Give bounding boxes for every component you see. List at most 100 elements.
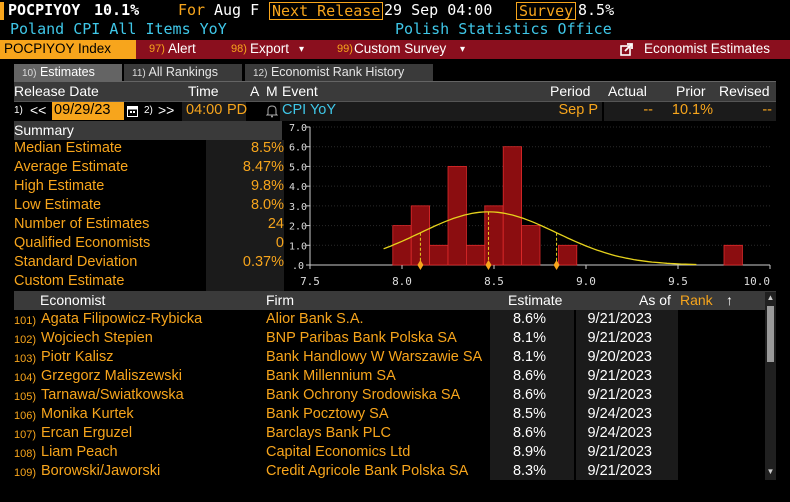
- economist-table-header: Economist Firm Estimate As of Rank ↑: [14, 291, 776, 310]
- col-event: Event: [282, 83, 318, 99]
- tab-underline: [14, 81, 776, 82]
- summary-value: 0: [275, 235, 284, 251]
- tab-estimates[interactable]: 10) Estimates: [14, 64, 122, 81]
- table-row[interactable]: 103) Piotr Kalisz Bank Handlowy W Warszawi…: [0, 349, 764, 368]
- col-economist[interactable]: Economist: [40, 292, 106, 308]
- col-as-of[interactable]: As of: [639, 292, 671, 308]
- economist-name: Agata Filipowicz-Rybicka: [41, 311, 203, 327]
- scroll-down-icon[interactable]: ▼: [766, 467, 775, 476]
- row-index: 106): [14, 410, 37, 422]
- table-row[interactable]: 108) Liam Peach Capital Economics Ltd 8.9% 9…: [0, 444, 764, 463]
- as-of-date: 9/21/2023: [587, 330, 652, 346]
- x-tick-label: 10.0: [744, 275, 771, 288]
- economist-estimates-button[interactable]: Economist Estimates: [612, 40, 790, 59]
- table-row[interactable]: 107) Ercan Erguzel Barclays Bank PLC 8.6% 9/…: [0, 425, 764, 444]
- row-index: 109): [14, 467, 37, 479]
- economist-name: Liam Peach: [41, 444, 118, 460]
- y-tick-label: .0: [292, 261, 304, 272]
- histogram-bar: [447, 166, 467, 266]
- table-row[interactable]: 104) Grzegorz Maliszewski Bank Millennium …: [0, 368, 764, 387]
- col-rank[interactable]: Rank: [680, 292, 713, 308]
- y-tick-label: 7.0: [289, 123, 307, 134]
- summary-value: 9.8%: [250, 178, 284, 194]
- y-tick-label: 2.0: [289, 222, 307, 233]
- summary-values-bg: [206, 140, 284, 292]
- release-header: Release Date Time A M Event Period Actua…: [14, 82, 776, 101]
- sort-ascending-icon[interactable]: ↑: [726, 292, 733, 308]
- divider: [14, 101, 776, 102]
- row-index: 105): [14, 391, 37, 403]
- survey-value: 8.5%: [578, 1, 615, 19]
- summary-title: Summary: [14, 122, 74, 138]
- release-date-input[interactable]: 09/29/23: [52, 102, 124, 120]
- export-number: 98): [231, 43, 247, 55]
- economist-name: Monika Kurtek: [41, 406, 134, 422]
- last-value: 10.1%: [94, 1, 140, 19]
- economist-name: Wojciech Stepien: [41, 330, 153, 346]
- for-value: Aug F: [214, 1, 260, 19]
- scrollbar-thumb[interactable]: [767, 306, 774, 362]
- histogram-bar: [465, 244, 486, 266]
- alert-label: Alert: [168, 41, 196, 56]
- table-row[interactable]: 102) Wojciech Stepien BNP Paribas Bank Pol…: [0, 330, 764, 349]
- scroll-up-icon[interactable]: ▲: [766, 293, 775, 302]
- index-button[interactable]: POCPIYOY Index: [0, 40, 136, 59]
- export-button[interactable]: 98) Export ▾: [223, 40, 319, 59]
- alert-button[interactable]: 97) Alert: [140, 40, 220, 59]
- as-of-date: 9/21/2023: [587, 387, 652, 403]
- firm-name: Barclays Bank PLC: [266, 425, 391, 441]
- x-tick-label: 8.0: [392, 275, 412, 288]
- histogram-bar: [429, 244, 449, 266]
- firm-name: Bank Millennium SA: [266, 368, 396, 384]
- x-tick-label: 7.5: [300, 275, 320, 288]
- external-link-icon: [620, 43, 633, 56]
- x-tick-label: 9.5: [668, 275, 688, 288]
- tab-label: Economist Rank History: [270, 65, 405, 79]
- marker-diamond: [485, 260, 492, 270]
- tab-all-rankings[interactable]: 11) All Rankings: [124, 64, 242, 81]
- estimate-value: 8.5%: [512, 406, 546, 422]
- col-period: Period: [550, 83, 591, 99]
- economist-name: Ercan Erguzel: [41, 425, 133, 441]
- previous-release-button[interactable]: 1) <<: [14, 102, 52, 120]
- histogram-bar: [392, 225, 412, 266]
- release-date-value: 09/29/23: [54, 102, 111, 118]
- col-estimate[interactable]: Estimate: [508, 292, 563, 308]
- security-header: POCPIYOY 10.1% For Aug F Next Release 29…: [0, 0, 790, 21]
- table-row[interactable]: 106) Monika Kurtek Bank Pocztowy SA 8.5% 9/2…: [0, 406, 764, 425]
- custom-survey-number: 99): [337, 43, 353, 55]
- col-m: M: [266, 83, 278, 99]
- normal-curve: [383, 211, 697, 266]
- firm-name: Capital Economics Ltd: [266, 444, 411, 460]
- col-revised: Revised: [719, 83, 770, 99]
- economist-name: Piotr Kalisz: [41, 349, 114, 365]
- event-cell[interactable]: CPI YoY: [280, 102, 602, 121]
- economist-name: Tarnawa/Swiatkowska: [41, 387, 184, 403]
- for-label: For: [178, 1, 206, 19]
- table-row[interactable]: 109) Borowski/Jaworski Credit Agricole Ban…: [0, 463, 764, 482]
- economist-name: Grzegorz Maliszewski: [41, 368, 182, 384]
- estimate-value: 8.6%: [512, 368, 546, 384]
- scrollbar[interactable]: ▲ ▼: [765, 292, 776, 480]
- y-tick-label: 3.0: [289, 202, 307, 213]
- estimate-value: 8.1%: [512, 349, 546, 365]
- summary-value: 0.37%: [242, 254, 284, 270]
- row-index: 102): [14, 334, 37, 346]
- tab-economist-rank-history[interactable]: 12) Economist Rank History: [245, 64, 433, 81]
- summary-label: Standard Deviation: [14, 254, 138, 270]
- calendar-icon[interactable]: [127, 105, 138, 117]
- double-chevron-left-icon: <<: [30, 102, 47, 118]
- toolbar: POCPIYOY Index 97) Alert 98) Export ▾ 99…: [0, 40, 790, 59]
- bell-icon[interactable]: [266, 104, 278, 118]
- index-label: POCPIYOY Index: [4, 41, 112, 56]
- data-source: Polish Statistics Office: [395, 20, 612, 38]
- tab-label: All Rankings: [148, 65, 218, 79]
- table-row[interactable]: 101) Agata Filipowicz-Rybicka Alior Bank S…: [0, 311, 764, 330]
- histogram-bar: [502, 146, 522, 266]
- col-firm[interactable]: Firm: [266, 292, 294, 308]
- next-release-button[interactable]: 2) >>: [142, 102, 180, 120]
- release-prior: 10.1%: [671, 102, 713, 118]
- table-row[interactable]: 105) Tarnawa/Swiatkowska Bank Ochrony Srod…: [0, 387, 764, 406]
- release-period: Sep P: [558, 102, 599, 118]
- custom-survey-button[interactable]: 99) Custom Survey ▾: [330, 40, 475, 59]
